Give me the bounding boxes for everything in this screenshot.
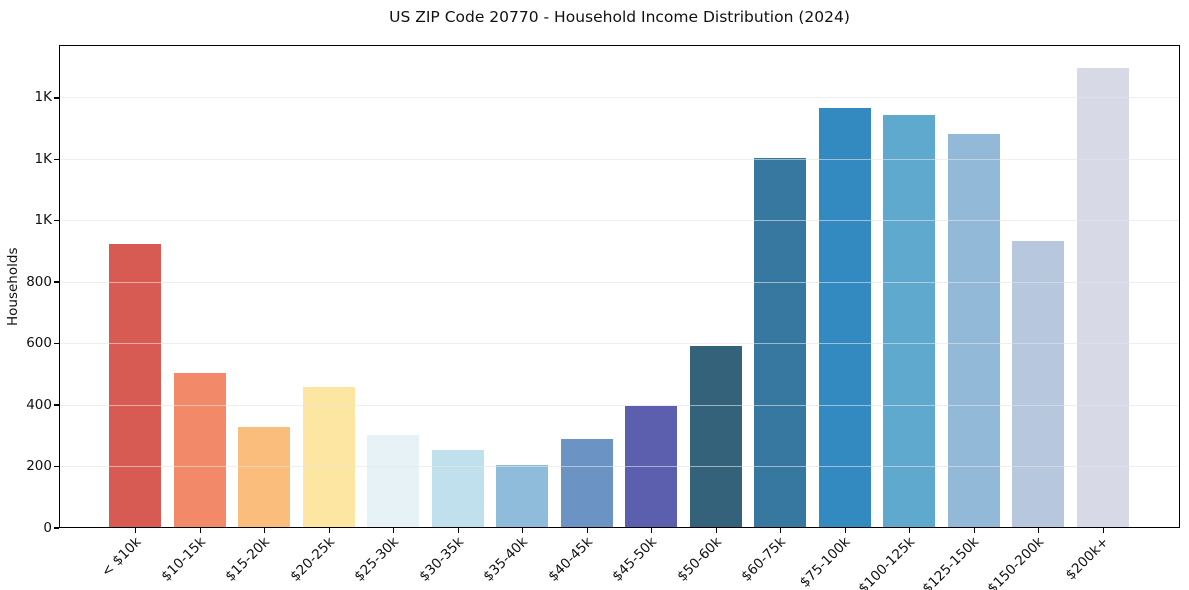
gridline-y-600 <box>60 343 1179 345</box>
x-tick-mark-15-20k <box>264 528 266 533</box>
bar-10k <box>109 244 162 527</box>
bar-15-20k <box>238 427 291 527</box>
y-tick-label-800: 800 <box>26 273 52 290</box>
x-tick-mark-10k <box>135 528 137 533</box>
x-tick-label-15-20k: $15-20k <box>222 534 274 585</box>
bar-150-200k <box>1012 241 1065 527</box>
gridline-y-1400 <box>60 97 1179 99</box>
plot-area <box>59 45 1180 528</box>
x-tick-mark-100-125k <box>909 528 911 533</box>
y-tick-mark-0 <box>54 527 59 529</box>
x-tick-label-10-15k: $10-15k <box>157 534 209 585</box>
x-tick-mark-75-100k <box>844 528 846 533</box>
gridline-y-200 <box>60 466 1179 468</box>
y-tick-mark-1200 <box>54 158 59 160</box>
x-tick-mark-45-50k <box>651 528 653 533</box>
x-tick-label-25-30k: $25-30k <box>351 534 403 585</box>
bar-50-60k <box>689 345 742 527</box>
x-tick-mark-20-25k <box>328 528 330 533</box>
x-tick-label-125-150k: $125-150k <box>919 534 983 590</box>
y-tick-label-600: 600 <box>26 335 52 352</box>
y-tick-mark-400 <box>54 404 59 406</box>
x-tick-mark-200k <box>1102 528 1104 533</box>
x-tick-mark-25-30k <box>393 528 395 533</box>
bar-30-35k <box>431 450 484 527</box>
x-tick-mark-30-35k <box>457 528 459 533</box>
x-tick-label-45-50k: $45-50k <box>609 534 661 585</box>
bar-40-45k <box>560 438 613 527</box>
y-tick-label-1200: 1K <box>34 150 52 167</box>
x-tick-label-50-60k: $50-60k <box>673 534 725 585</box>
gridline-y-1000 <box>60 220 1179 222</box>
x-tick-mark-50-60k <box>715 528 717 533</box>
bar-75-100k <box>818 107 871 527</box>
y-tick-label-1000: 1K <box>34 212 52 229</box>
bar-20-25k <box>302 387 355 527</box>
x-tick-mark-150-200k <box>1038 528 1040 533</box>
gridline-y-1200 <box>60 158 1179 160</box>
bar-25-30k <box>367 434 420 527</box>
y-tick-mark-600 <box>54 342 59 345</box>
y-tick-label-1400: 1K <box>34 89 52 106</box>
y-tick-mark-800 <box>54 281 59 283</box>
x-tick-label-30-35k: $30-35k <box>415 534 467 585</box>
x-tick-label-35-40k: $35-40k <box>480 534 532 585</box>
x-tick-mark-125-150k <box>973 528 975 533</box>
x-tick-label-150-200k: $150-200k <box>984 534 1048 590</box>
bar-125-150k <box>947 133 1000 527</box>
y-tick-label-400: 400 <box>26 396 52 413</box>
y-tick-label-200: 200 <box>26 458 52 475</box>
y-tick-mark-1000 <box>54 220 59 222</box>
x-tick-label-60-75k: $60-75k <box>738 534 790 585</box>
bar-60-75k <box>754 158 807 527</box>
x-tick-mark-10-15k <box>199 528 201 533</box>
x-tick-mark-40-45k <box>586 528 588 533</box>
bar-200k <box>1076 67 1129 527</box>
x-tick-label-40-45k: $40-45k <box>544 534 596 585</box>
x-tick-label-200k: $200k+ <box>1062 534 1112 584</box>
x-tick-label-10k: < $10k <box>97 534 145 581</box>
y-tick-mark-200 <box>54 465 59 468</box>
y-tick-label-0: 0 <box>43 519 52 536</box>
x-tick-mark-60-75k <box>780 528 782 533</box>
chart-title: US ZIP Code 20770 - Household Income Dis… <box>389 8 850 26</box>
bar-100-125k <box>883 115 936 527</box>
x-tick-label-100-125k: $100-125k <box>855 534 919 590</box>
y-tick-mark-1400 <box>54 97 59 99</box>
x-tick-label-75-100k: $75-100k <box>796 534 854 590</box>
x-tick-mark-35-40k <box>522 528 524 533</box>
gridline-y-400 <box>60 404 1179 406</box>
x-tick-label-20-25k: $20-25k <box>286 534 338 585</box>
bar-10-15k <box>173 373 226 527</box>
bar-35-40k <box>496 464 549 527</box>
gridline-y-800 <box>60 281 1179 283</box>
